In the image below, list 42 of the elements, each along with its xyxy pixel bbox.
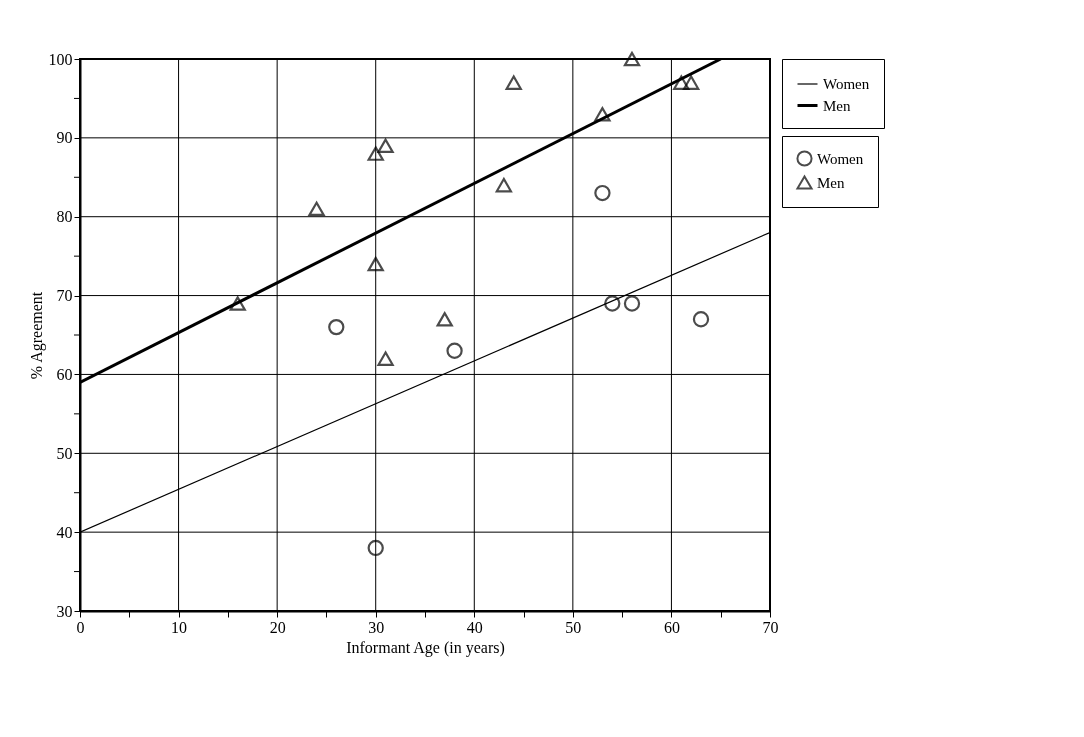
x-tick-label: 30 [368,618,385,636]
point [377,138,394,153]
point [505,75,522,90]
legend-label: Men [817,174,845,191]
legend-label: Men [823,97,851,114]
legend-label: Women [823,76,870,92]
point [682,75,700,90]
point [673,75,690,90]
y-tick-label: 50 [56,444,73,462]
x-tick-label: 50 [565,618,582,636]
y-tick-label: 60 [56,365,73,383]
y-axis-title: % Agreement [27,291,46,380]
point [594,106,611,122]
point [604,295,621,312]
x-axis-title: Informant Age (in years) [346,638,505,657]
x-tick-label: 60 [663,618,680,636]
point [229,296,246,311]
x-tick-label: 0 [76,618,85,636]
point [436,312,453,327]
point [367,146,384,161]
y-tick-label: 30 [56,602,73,620]
point [446,342,463,359]
point [692,311,710,328]
x-tick-label: 70 [762,618,779,636]
x-tick-label: 20 [269,618,286,636]
point [367,256,384,272]
point [594,184,611,202]
x-tick-label: 40 [466,618,483,636]
y-tick-label: 80 [56,208,73,226]
y-tick-label: 100 [48,50,73,68]
point [623,295,641,312]
point [308,201,325,217]
y-tick-label: 40 [56,523,73,541]
x-tick-label: 10 [171,618,188,636]
y-tick-label: 90 [56,129,73,147]
y-tick-label: 70 [56,287,73,305]
legend-label: Women [817,150,864,167]
point [623,51,641,67]
point [367,539,384,557]
point [377,351,394,366]
point [495,177,513,193]
point [328,318,345,336]
